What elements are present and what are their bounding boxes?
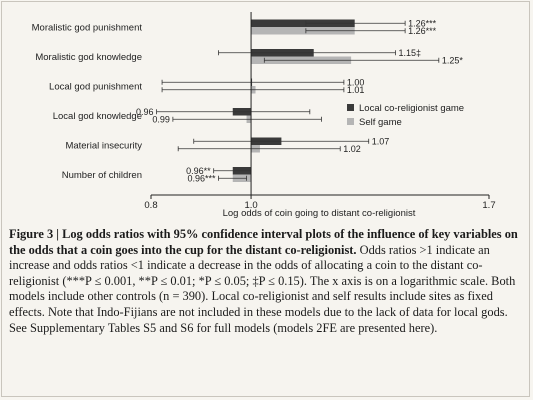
category-label: Moralistic god knowledge: [35, 52, 142, 63]
x-axis: 0.8 1.0 1.7: [144, 12, 496, 211]
bar: [251, 27, 355, 35]
category-labels: Moralistic god punishment Moralistic god …: [32, 23, 143, 182]
odds-ratio-chart: Moralistic god punishment Moralistic god …: [32, 12, 496, 219]
caption-heading: Figure 3 | Log odds ratios with 95% conf…: [9, 227, 518, 257]
value-label: 1.01: [347, 85, 365, 95]
figure-caption: Figure 3 | Log odds ratios with 95% conf…: [9, 227, 527, 336]
x-axis-label: Log odds of coin going to distant co-rel…: [223, 208, 416, 219]
legend-swatch: [347, 104, 354, 111]
category-label: Material insecurity: [65, 141, 142, 152]
category-label: Moralistic god punishment: [32, 23, 143, 34]
value-label: 1.15‡: [398, 48, 421, 58]
category-label: Local god punishment: [49, 82, 142, 93]
value-label: 0.96: [136, 107, 154, 117]
value-label: 1.26***: [408, 26, 437, 36]
value-label: 1.00: [347, 77, 365, 87]
legend-label: Self game: [359, 117, 402, 128]
value-label: 1.25*: [442, 55, 464, 65]
x-tick-label: 1.0: [244, 200, 257, 211]
x-tick-label: 0.8: [144, 200, 157, 211]
x-tick-label: 1.7: [482, 200, 495, 211]
bar: [251, 19, 355, 27]
caption-body: Odds ratios >1 indicate an increase and …: [9, 242, 516, 335]
value-label: 0.99: [152, 114, 170, 124]
value-label: 1.26***: [408, 18, 437, 28]
value-label: 0.96***: [187, 173, 216, 183]
value-labels: 1.26***1.26*** 1.15‡ 1.25* 1.001.01 0.960.99…: [136, 18, 463, 183]
legend-swatch: [347, 118, 354, 125]
value-label: 0.96**: [186, 166, 211, 176]
category-label: Number of children: [62, 170, 142, 181]
category-label: Local god knowledge: [53, 111, 142, 122]
value-label: 1.02: [343, 144, 361, 154]
legend-label: Local co-religionist game: [359, 103, 464, 114]
confidence-intervals-layer: [156, 20, 440, 181]
value-label: 1.07: [372, 136, 390, 146]
legend: Local co-religionist game Self game: [347, 103, 464, 128]
